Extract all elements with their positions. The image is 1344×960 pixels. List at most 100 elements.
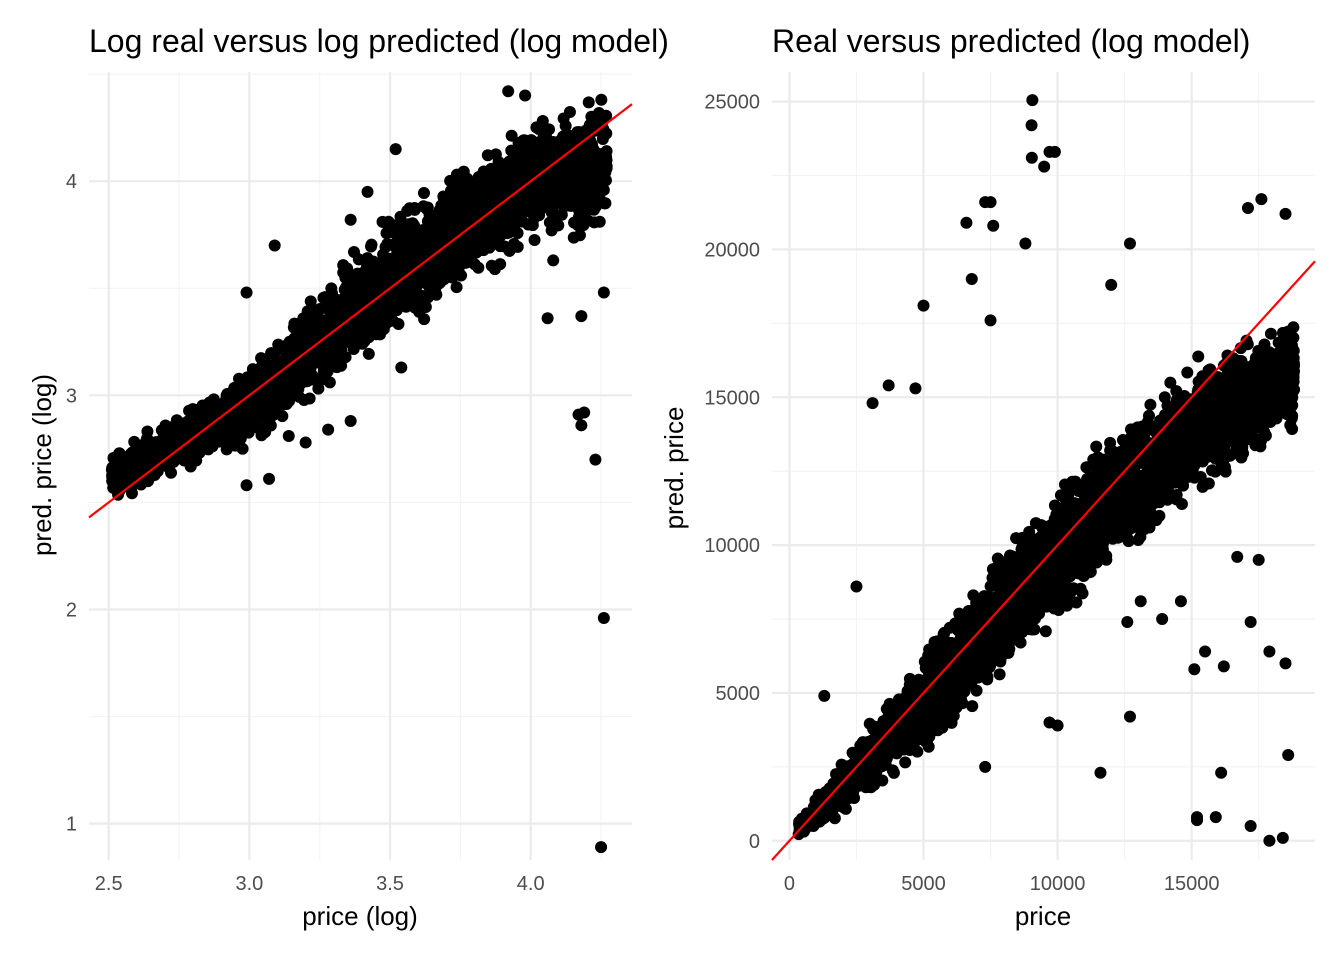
- left-data-point: [330, 361, 343, 374]
- right-panel: Real versus predicted (log model) 0 5000 1…: [659, 23, 1316, 931]
- left-data-point: [285, 372, 298, 385]
- left-data-point: [258, 410, 271, 423]
- left-x-axis-title: price (log): [302, 901, 418, 931]
- left-y-tick-label: 1: [66, 814, 77, 836]
- left-data-point: [505, 242, 518, 255]
- left-data-point: [541, 312, 554, 325]
- left-data-point: [494, 240, 507, 253]
- left-data-point: [299, 436, 312, 449]
- right-data-point: [1090, 440, 1103, 453]
- left-data-point: [247, 379, 260, 392]
- left-data-point: [547, 254, 560, 267]
- left-data-point: [444, 258, 457, 271]
- left-data-point: [576, 183, 589, 196]
- left-data-point: [530, 179, 543, 192]
- left-data-point: [535, 159, 548, 172]
- left-data-point: [269, 356, 282, 369]
- left-data-point: [597, 612, 610, 625]
- left-data-point: [540, 180, 553, 193]
- left-data-point: [489, 148, 502, 161]
- left-data-point: [381, 237, 394, 250]
- left-data-point: [459, 182, 472, 195]
- left-data-point: [559, 198, 572, 211]
- left-data-point: [216, 424, 229, 437]
- right-chart-title: Real versus predicted (log model): [772, 23, 1250, 59]
- left-data-point: [313, 302, 326, 315]
- left-data-point: [355, 322, 368, 335]
- left-data-point: [340, 300, 353, 313]
- left-data-point: [414, 245, 427, 258]
- left-data-point: [268, 239, 281, 252]
- left-data-point: [450, 281, 463, 294]
- left-data-point: [362, 347, 375, 360]
- left-data-point: [589, 453, 602, 466]
- right-data-point: [1118, 436, 1131, 449]
- left-data-point: [421, 201, 434, 214]
- left-data-point: [249, 396, 262, 409]
- left-data-point: [424, 239, 437, 252]
- left-data-point: [582, 96, 595, 109]
- left-data-point: [314, 328, 327, 341]
- left-data-point: [353, 337, 366, 350]
- left-data-point: [304, 358, 317, 371]
- left-data-point: [240, 479, 253, 492]
- left-data-point: [568, 216, 581, 229]
- left-data-point: [113, 447, 126, 460]
- right-data-point: [1196, 480, 1209, 493]
- left-data-point: [581, 173, 594, 186]
- left-data-point: [585, 110, 598, 123]
- right-data-point: [1039, 625, 1052, 638]
- left-data-point: [435, 199, 448, 212]
- left-data-point: [474, 217, 487, 230]
- left-data-point: [505, 129, 518, 142]
- left-data-point: [421, 215, 434, 228]
- left-data-point: [141, 425, 154, 438]
- left-data-point: [263, 385, 276, 398]
- left-x-tick-label: 4.0: [517, 873, 545, 895]
- left-points: [105, 85, 613, 854]
- left-data-point: [234, 416, 247, 429]
- left-data-point: [240, 286, 253, 299]
- left-data-point: [444, 174, 457, 187]
- left-data-point: [139, 440, 152, 453]
- left-data-point: [387, 282, 400, 295]
- left-data-point: [455, 269, 468, 282]
- left-data-point: [390, 303, 403, 316]
- left-data-point: [403, 246, 416, 259]
- left-data-point: [354, 275, 367, 288]
- left-data-point: [542, 199, 555, 212]
- left-data-point: [344, 213, 357, 226]
- left-data-point: [392, 317, 405, 330]
- left-data-point: [365, 238, 378, 251]
- left-data-point: [516, 153, 529, 166]
- left-data-point: [200, 408, 213, 421]
- left-data-point: [282, 430, 295, 443]
- left-data-point: [180, 451, 193, 464]
- left-data-point: [528, 233, 541, 246]
- left-reference-line-path: [88, 103, 633, 519]
- left-data-point: [368, 320, 381, 333]
- left-data-point: [468, 238, 481, 251]
- right-data-point: [1029, 517, 1042, 530]
- left-data-point: [384, 292, 397, 305]
- left-x-tick-label: 3.5: [376, 873, 404, 895]
- left-data-point: [521, 185, 534, 198]
- left-data-point: [559, 133, 572, 146]
- left-data-point: [563, 154, 576, 167]
- left-data-point: [418, 313, 431, 326]
- left-data-point: [560, 172, 573, 185]
- left-data-point: [354, 288, 367, 301]
- left-reference-line: [88, 103, 633, 519]
- left-x-tick-label: 2.5: [95, 873, 123, 895]
- left-data-point: [344, 415, 357, 428]
- left-data-point: [571, 174, 584, 187]
- left-data-point: [502, 85, 515, 98]
- left-data-point: [323, 376, 336, 389]
- left-data-point: [362, 331, 375, 344]
- left-data-point: [411, 292, 424, 305]
- left-data-point: [417, 186, 430, 199]
- left-data-point: [425, 286, 438, 299]
- left-data-point: [395, 361, 408, 374]
- left-data-point: [483, 241, 496, 254]
